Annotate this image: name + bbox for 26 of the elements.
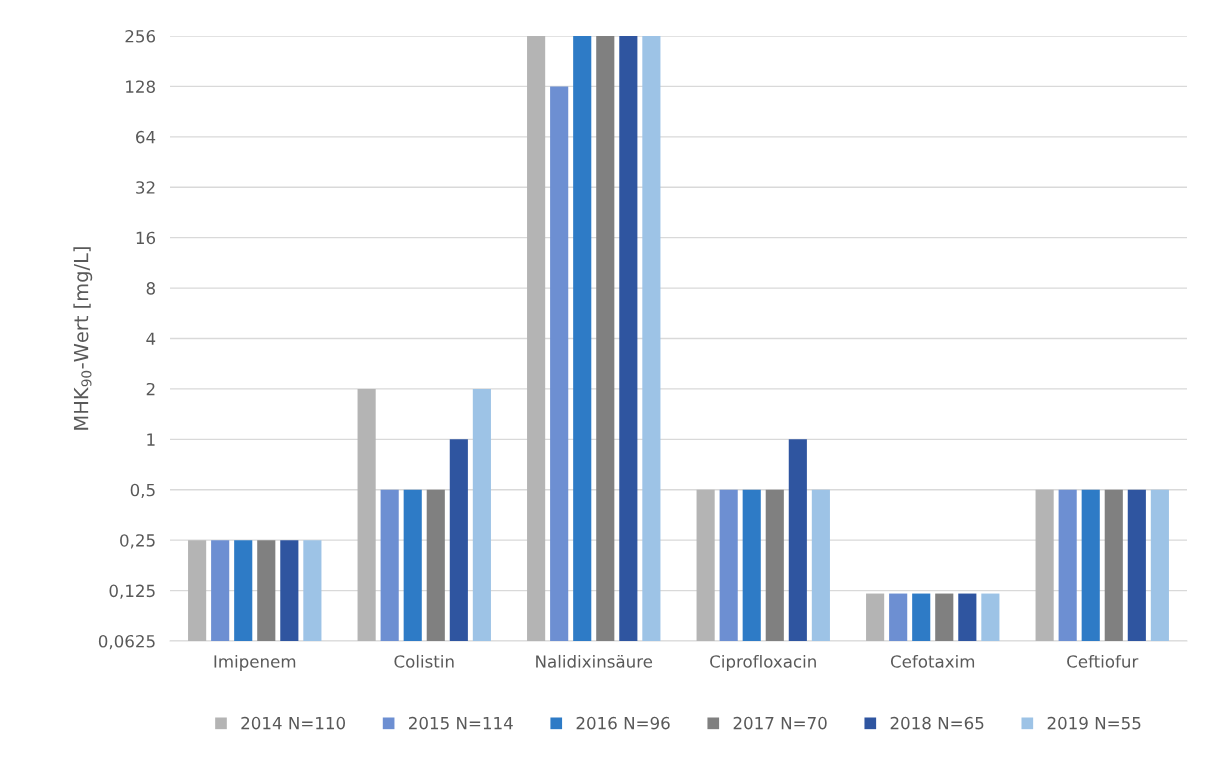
y-tick-label: 8	[146, 282, 155, 295]
x-tick-label: Colistin	[394, 654, 454, 668]
x-tick-label: Imipenem	[214, 654, 296, 672]
y-tick-label: 1	[147, 433, 155, 446]
y-tick-label: 2	[146, 382, 155, 396]
y-tick-label: 4	[146, 332, 156, 345]
x-tick-label: Cefotaxim	[890, 654, 975, 668]
legend-label: 2019 N=55	[1047, 716, 1141, 730]
y-tick-label: 0,125	[109, 584, 155, 599]
legend-label: 2015 N=114	[409, 716, 513, 730]
x-tick-label: Ciprofloxacin	[710, 654, 816, 672]
y-axis-title: MHK$_{90}$-Wert [mg/L]	[73, 247, 93, 430]
y-tick-label: 128	[126, 80, 155, 93]
x-tick-label: Ceftiofur	[1067, 654, 1139, 668]
y-tick-label: 0,0625	[98, 634, 155, 650]
legend-label: 2014 N=110	[241, 716, 346, 730]
y-tick-label: 16	[136, 231, 156, 245]
x-tick-label: Nalidixinsäure	[536, 654, 653, 668]
legend-label: 2018 N=65	[890, 716, 984, 730]
y-tick-label: 256	[125, 29, 156, 43]
y-tick-label: 64	[136, 130, 156, 144]
y-tick-label: 32	[136, 181, 155, 194]
y-tick-label: 0,5	[130, 483, 155, 499]
y-tick-label: 0,25	[120, 534, 155, 549]
legend-label: 2017 N=70	[733, 716, 827, 730]
legend-label: 2016 N=96	[576, 716, 670, 730]
